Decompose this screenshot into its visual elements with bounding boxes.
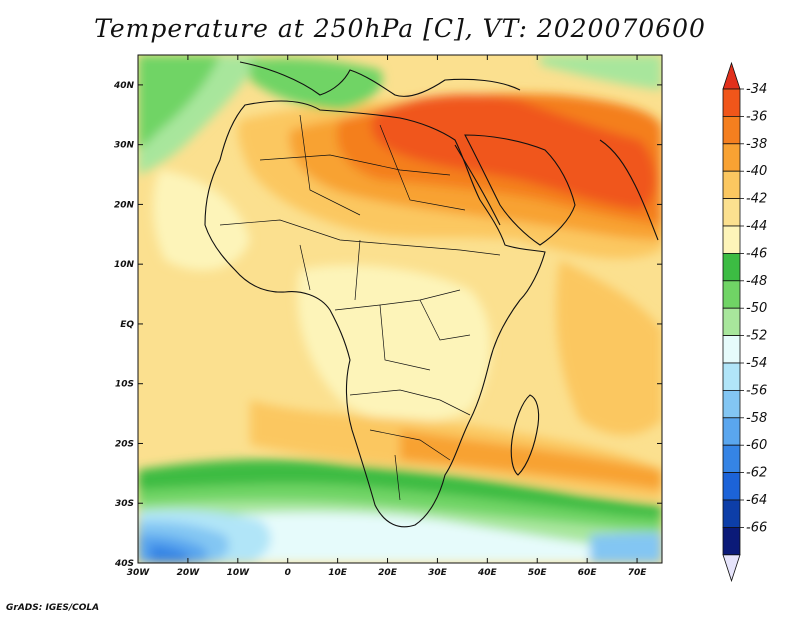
colorbar-swatch: [722, 307, 741, 337]
border-north-africa: [259, 114, 466, 216]
plot-frame: [137, 54, 663, 564]
colorbar-swatch: [722, 88, 741, 117]
x-axis: 30W 20W 10W 0 10E 20E 30E 40E 50E 60E 70E: [127, 55, 647, 578]
x-tick-label: 40E: [477, 568, 498, 578]
field-minus44-west: [153, 170, 250, 271]
y-tick-label: 10N: [114, 260, 135, 270]
colorbar-swatch: [722, 198, 741, 227]
colorbar-swatch: [722, 280, 741, 309]
colorbar-label: -64: [746, 493, 767, 508]
colorbar-swatch: [722, 116, 741, 145]
border-sahel: [219, 219, 501, 301]
colorbar-label: -38: [746, 137, 767, 152]
y-tick-label: 40N: [113, 81, 135, 91]
colorbar-swatch: [722, 527, 741, 556]
colorbar: -34 -36 -38 -40 -42 -44 -46 -48 -50 -52 -54 -56 -58 -…: [722, 61, 767, 583]
colorbar-swatch: [722, 389, 741, 419]
field-minus40-east: [556, 260, 662, 435]
colorbar-label: -48: [746, 274, 767, 289]
colorbar-label: -60: [746, 438, 767, 453]
y-tick-label: 30N: [114, 141, 135, 151]
field-minus34: [371, 94, 656, 210]
colorbar-swatch: [722, 499, 741, 528]
x-tick-label: 10W: [227, 568, 251, 578]
colorbar-label: -46: [746, 246, 767, 261]
y-tick-label: 10S: [115, 380, 134, 390]
colorbar-label: -62: [746, 466, 767, 481]
colorbar-swatch: [722, 335, 741, 364]
y-tick-label: 40S: [114, 559, 134, 569]
field-minus52-south: [230, 512, 662, 563]
field-minus58-southeast: [590, 532, 662, 563]
colorbar-label: -52: [746, 329, 767, 344]
colorbar-top-arrow: [722, 61, 741, 90]
colorbar-swatch: [722, 362, 741, 391]
map-title: Temperature at 250hPa [C], VT: 202007060…: [94, 14, 706, 43]
border-south: [349, 389, 471, 501]
country-borders: [219, 114, 501, 501]
field-minus38-south: [400, 430, 662, 490]
colorbar-label: -34: [746, 82, 767, 97]
credit-text: GrADS: IGES/COLA: [6, 603, 100, 613]
border-central: [334, 289, 471, 371]
colorbar-swatch: [722, 252, 741, 282]
x-tick-label: 10E: [328, 568, 348, 578]
arabia-coastline: [464, 134, 576, 246]
colorbar-label: -54: [746, 356, 767, 371]
colorbar-label: -36: [746, 109, 767, 124]
colorbar-swatch: [722, 225, 741, 254]
colorbar-swatch: [722, 472, 741, 501]
colorbar-label: -42: [746, 192, 767, 207]
x-tick-label: 20W: [177, 568, 201, 578]
coastlines: [204, 61, 659, 528]
y-tick-label: 20N: [114, 200, 135, 210]
red-sea: [454, 144, 501, 226]
colorbar-label: -44: [746, 219, 767, 234]
colorbar-swatch: [722, 444, 741, 474]
madagascar-coastline: [510, 394, 540, 476]
colorbar-label: -50: [746, 301, 767, 316]
x-tick-label: 0: [285, 568, 291, 578]
y-tick-label: EQ: [120, 320, 134, 330]
field-minus60-southwest: [150, 545, 190, 563]
field-minus44-africa: [297, 265, 491, 423]
colorbar-label: -56: [746, 383, 767, 398]
africa-coastline: [204, 100, 546, 528]
y-axis: 40N 30N 20N 10N EQ 10S 20S 30S 40S: [113, 81, 662, 569]
colorbar-label: -40: [746, 164, 767, 179]
colorbar-label: -58: [746, 411, 767, 426]
y-tick-label: 30S: [115, 499, 134, 509]
field-cold-north-edge: [540, 55, 662, 90]
colorbar-bottom-arrow: [722, 554, 741, 583]
colorbar-swatch: [722, 417, 741, 446]
india-coastline: [599, 139, 659, 241]
europe-coastline: [239, 61, 521, 97]
x-tick-label: 20E: [378, 568, 398, 578]
x-tick-label: 50E: [528, 568, 548, 578]
plot-area: [138, 55, 662, 563]
x-tick-label: 70E: [628, 568, 648, 578]
x-tick-label: 60E: [578, 568, 598, 578]
x-tick-label: 30E: [428, 568, 448, 578]
field-cold-northwest-inner: [138, 55, 220, 150]
colorbar-label: -66: [746, 520, 767, 535]
colorbar-swatch: [722, 143, 741, 172]
y-tick-label: 20S: [115, 439, 134, 449]
colorbar-swatch: [722, 170, 741, 199]
x-tick-label: 30W: [127, 568, 151, 578]
